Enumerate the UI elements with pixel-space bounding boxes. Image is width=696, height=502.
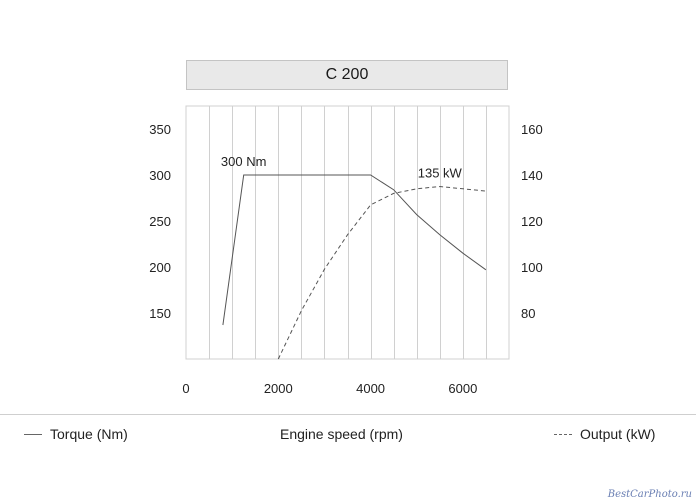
legend-engine-speed: Engine speed (rpm)	[280, 426, 403, 442]
legend-torque: Torque (Nm)	[24, 426, 128, 442]
chart-title: C 200	[186, 60, 508, 90]
legend-engine-speed-label: Engine speed (rpm)	[280, 426, 403, 442]
solid-line-icon	[24, 433, 42, 435]
annotation-label: 135 kW	[418, 166, 463, 181]
torque-series-line	[222, 174, 487, 326]
y-left-tick-label: 150	[149, 306, 171, 321]
y-right-tick-label: 80	[521, 306, 535, 321]
x-tick-label: 6000	[448, 381, 477, 396]
legend-divider	[0, 414, 696, 415]
annotation-label: 300 Nm	[221, 154, 267, 169]
y-right-tick-label: 120	[521, 214, 543, 229]
y-right-tick-label: 140	[521, 168, 543, 183]
y-left-tick-label: 300	[149, 168, 171, 183]
y-right-tick-label: 160	[521, 122, 543, 137]
legend-output: Output (kW)	[554, 426, 655, 442]
y-left-tick-label: 350	[149, 122, 171, 137]
legend-output-label: Output (kW)	[580, 426, 656, 442]
y-left-tick-label: 250	[149, 214, 171, 229]
x-tick-label: 0	[182, 381, 189, 396]
x-tick-label: 4000	[356, 381, 385, 396]
y-left-tick-label: 200	[149, 260, 171, 275]
y-right-tick-label: 100	[521, 260, 543, 275]
plot-frame	[185, 105, 510, 360]
dashed-line-icon	[554, 433, 572, 435]
watermark-logo: BestCarPhoto.ru	[607, 489, 692, 500]
x-tick-label: 2000	[264, 381, 293, 396]
legend-torque-label: Torque (Nm)	[50, 426, 128, 442]
output-series-line	[277, 185, 486, 360]
